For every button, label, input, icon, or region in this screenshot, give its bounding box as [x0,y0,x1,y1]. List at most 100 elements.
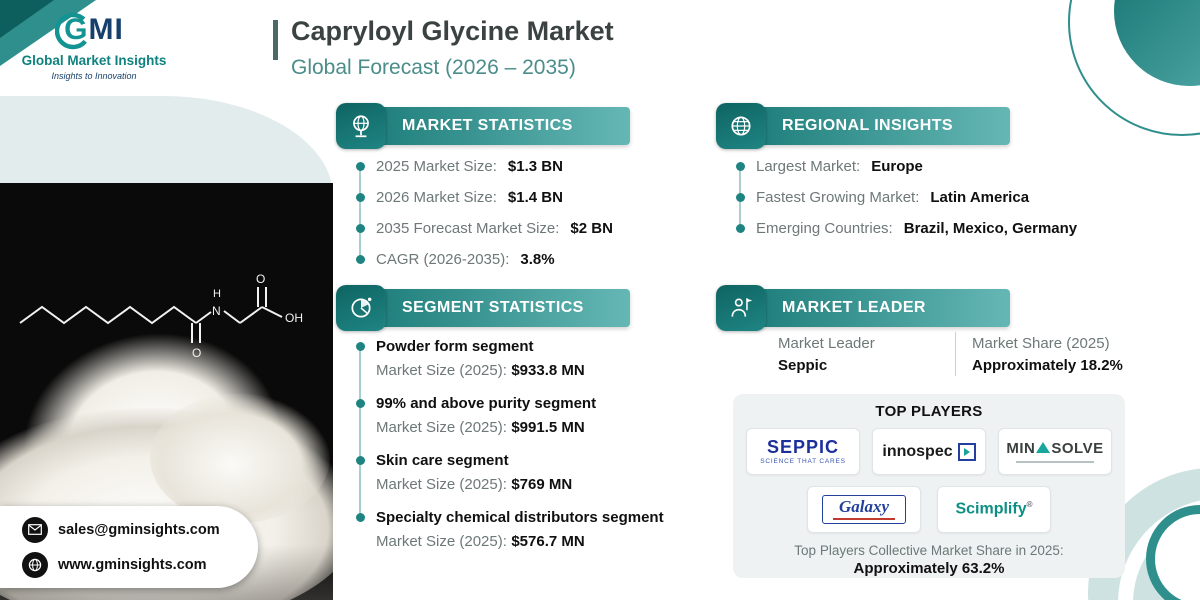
molecule-label-o2: O [256,272,265,286]
bottom-right-teal-ring [1146,505,1200,600]
section-regional-insights: REGIONAL INSIGHTS [716,103,1012,153]
market-share-label: Market Share (2025) [972,334,1110,352]
bullet-dot [736,224,745,233]
minasolve-triangle-icon [1036,442,1051,453]
regional-insights-banner: REGIONAL INSIGHTS [742,107,1010,145]
segment-name: 99% and above purity segment [376,395,597,412]
minasolve-logo: MIN SOLVE [998,428,1112,475]
envelope-icon [22,516,48,543]
stat-value: Latin America [930,189,1030,206]
collective-share-value: Approximately 63.2% [853,560,1005,577]
contact-website-row[interactable]: www.gminsights.com [22,551,258,578]
stat-row: Largest Market: Europe [736,156,1077,177]
scimplify-wordmark: Scimplify® [955,500,1032,518]
segment-statistics-icon-tile [336,285,386,331]
scimplify-text: Scimplify [955,500,1027,518]
segment-block: Powder form segment Market Size (2025): … [356,336,664,381]
stat-value: $1.3 BN [507,158,563,175]
stat-label: 2025 Market Size: [376,158,497,175]
galaxy-logo: Galaxy [807,486,921,533]
molecule-label-oh: OH [285,311,303,325]
bullet-dot [736,162,745,171]
segment-block: Skin care segment Market Size (2025): $7… [356,450,664,495]
globe-stand-icon [353,115,369,138]
segment-name: Powder form segment [376,338,534,355]
contact-card: sales@gminsights.com www.gminsights.com [0,506,258,588]
bullet-dot [356,342,365,351]
globe-grid-icon [731,116,751,136]
logo-company-name: Global Market Insights [21,53,167,68]
top-players-row-2: Galaxy Scimplify® [733,486,1125,533]
segment-statistics-banner: SEGMENT STATISTICS [362,289,630,327]
bullet-dot [356,224,365,233]
galaxy-wordmark: Galaxy [838,497,890,516]
market-statistics-list: 2025 Market Size: $1.3 BN 2026 Market Si… [356,156,613,270]
market-share-cell: Market Share (2025) Approximately 18.2% [956,335,1123,374]
stat-value: Brazil, Mexico, Germany [903,220,1078,237]
segment-statistics-timeline [359,347,361,521]
bullet-dot [356,513,365,522]
innospec-logo: innospec [872,428,986,475]
page-subtitle: Global Forecast (2026 – 2035) [291,56,576,79]
segment-name: Specialty chemical distributors segment [376,509,664,526]
section-segment-statistics: SEGMENT STATISTICS [336,285,632,335]
logo-letter-g: G [64,13,89,46]
contact-website-text: www.gminsights.com [58,556,207,573]
market-leader-banner: MARKET LEADER [742,289,1010,327]
seppic-wordmark: SEPPIC [766,437,840,457]
segment-block: Specialty chemical distributors segment … [356,507,664,552]
globe-icon [22,551,48,578]
stat-row: CAGR (2026-2035): 3.8% [356,249,613,270]
stat-value: Europe [871,158,923,175]
top-players-title: TOP PLAYERS [875,403,983,420]
logo-swoosh-icon [55,12,92,50]
segment-size-value: $933.8 MN [511,362,585,379]
innospec-wordmark: innospec [882,442,953,460]
stat-label: 2035 Forecast Market Size: [376,220,560,237]
galaxy-tagline-bar [833,518,895,520]
stat-label: Largest Market: [756,158,861,175]
seppic-logo: SEPPIC SCIENCE THAT CARES [746,428,860,475]
bullet-dot [356,162,365,171]
section-market-statistics: MARKET STATISTICS [336,103,632,153]
minasolve-wordmark-pre: MIN [1006,440,1036,457]
gmi-logo-mark: G MI [8,8,180,52]
galaxy-logo-frame: Galaxy [822,495,906,524]
stat-row: 2025 Market Size: $1.3 BN [356,156,613,177]
stat-row: 2026 Market Size: $1.4 BN [356,187,613,208]
market-share-value: Approximately 18.2% [972,356,1123,374]
contact-email-text: sales@gminsights.com [58,521,220,538]
scimplify-logo: Scimplify® [937,486,1051,533]
stat-row: Emerging Countries: Brazil, Mexico, Germ… [736,218,1077,239]
market-leader-label: Market Leader [778,334,875,352]
market-statistics-icon-tile [336,103,386,149]
market-statistics-banner: MARKET STATISTICS [362,107,630,145]
market-leader-columns: Market Leader Seppic Market Share (2025)… [736,332,1126,376]
bullet-dot [356,193,365,202]
contact-email-row[interactable]: sales@gminsights.com [22,516,258,543]
segment-statistics-list: Powder form segment Market Size (2025): … [356,336,664,552]
bullet-dot [356,456,365,465]
stat-row: Fastest Growing Market: Latin America [736,187,1077,208]
segment-size-label: Market Size (2025): [376,476,507,493]
stat-value: $1.4 BN [507,189,563,206]
leader-flag-icon [731,298,753,317]
logo-tagline: Insights to Innovation [51,71,137,81]
stat-label: 2026 Market Size: [376,189,497,206]
segment-block: 99% and above purity segment Market Size… [356,393,664,438]
segment-size-value: $576.7 MN [511,533,585,550]
section-market-leader: MARKET LEADER [716,285,1012,335]
logo-letters-mi: MI [88,13,124,46]
market-statistics-timeline [359,167,361,259]
segment-size-label: Market Size (2025): [376,362,507,379]
registered-mark: ® [1026,500,1033,510]
column-divider [955,332,956,376]
top-players-box: TOP PLAYERS SEPPIC SCIENCE THAT CARES in… [733,394,1125,578]
regional-insights-icon-tile [716,103,766,149]
market-leader-cell: Market Leader Seppic [736,335,955,374]
seppic-tagline: SCIENCE THAT CARES [760,458,846,465]
stat-value: $2 BN [570,220,613,237]
powder-pile-front [150,393,330,523]
market-leader-icon-tile [716,285,766,331]
